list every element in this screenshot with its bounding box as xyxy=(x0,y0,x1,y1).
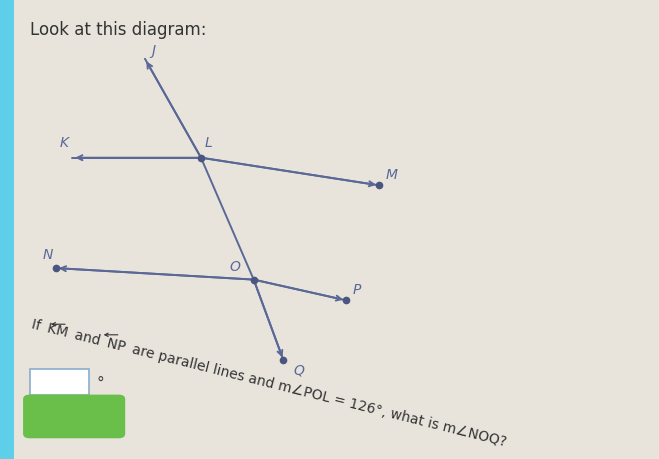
Text: K: K xyxy=(60,136,69,150)
Text: M: M xyxy=(386,168,397,181)
Text: °: ° xyxy=(97,375,105,390)
Text: N: N xyxy=(42,248,53,262)
Bar xyxy=(0,0,14,459)
Text: Submit: Submit xyxy=(45,409,103,424)
Text: L: L xyxy=(204,136,212,150)
Text: O: O xyxy=(229,259,241,273)
Text: J: J xyxy=(152,44,156,57)
Text: If  KM  and  NP  are parallel lines and m∠POL = 126°, what is m∠NOQ?: If KM and NP are parallel lines and m∠PO… xyxy=(30,317,507,448)
FancyBboxPatch shape xyxy=(23,395,125,438)
FancyBboxPatch shape xyxy=(30,369,89,395)
Text: P: P xyxy=(353,282,361,296)
Text: Q: Q xyxy=(293,363,304,376)
Text: Look at this diagram:: Look at this diagram: xyxy=(30,21,206,39)
